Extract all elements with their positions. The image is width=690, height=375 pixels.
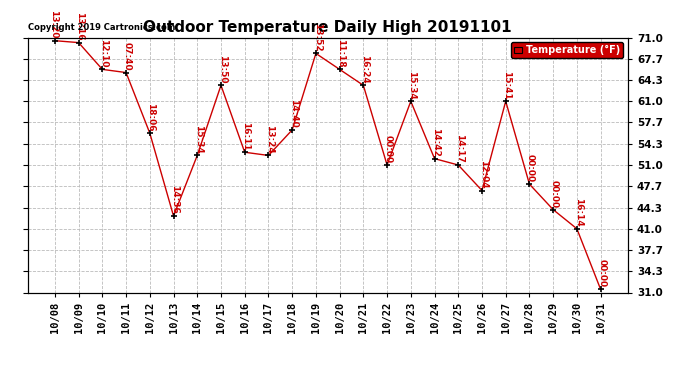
Text: 16:14: 16:14 [573,198,582,227]
Text: 00:00: 00:00 [526,154,535,182]
Text: 15:34: 15:34 [408,70,417,99]
Text: 15:41: 15:41 [502,70,511,99]
Text: 16:24: 16:24 [360,55,369,83]
Text: 00:00: 00:00 [550,180,559,208]
Text: 14:36: 14:36 [170,185,179,214]
Text: 12:10: 12:10 [99,39,108,68]
Text: 18:06: 18:06 [146,103,155,131]
Text: 00:00: 00:00 [384,135,393,163]
Text: 00:00: 00:00 [598,259,607,287]
Text: 07:40: 07:40 [123,42,132,70]
Title: Outdoor Temperature Daily High 20191101: Outdoor Temperature Daily High 20191101 [144,20,512,35]
Text: 14:17: 14:17 [455,134,464,163]
Text: 15:34: 15:34 [194,125,203,153]
Text: 13:16: 13:16 [75,12,84,41]
Text: 13:52: 13:52 [313,23,322,51]
Text: 11:18: 11:18 [336,39,345,68]
Text: Copyright 2019 Cartronics.com: Copyright 2019 Cartronics.com [28,23,175,32]
Text: 13:24: 13:24 [265,125,274,153]
Legend: Temperature (°F): Temperature (°F) [511,42,623,58]
Text: 13:20: 13:20 [49,10,58,39]
Text: 13:50: 13:50 [217,55,226,83]
Text: 16:11: 16:11 [241,122,250,150]
Text: 14:40: 14:40 [289,99,298,128]
Text: 12:04: 12:04 [479,160,488,189]
Text: 14:42: 14:42 [431,128,440,157]
